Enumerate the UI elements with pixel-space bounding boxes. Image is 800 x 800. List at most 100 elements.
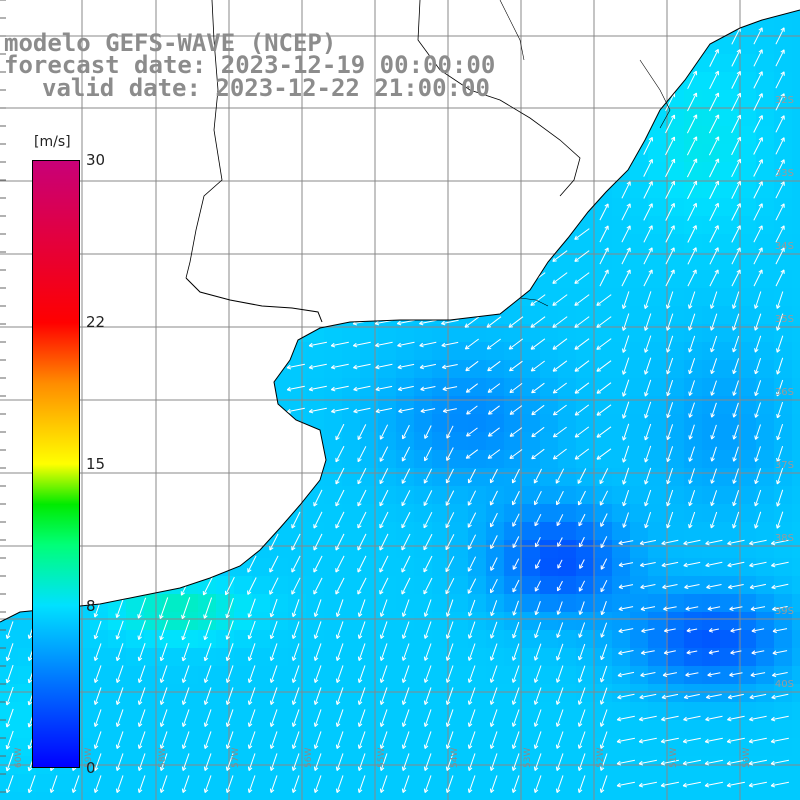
wind-speed-cell [684,36,703,55]
wind-arrow [269,533,279,551]
wind-speed-cell [162,198,181,217]
wind-arrow [574,272,590,284]
wind-arrow [577,490,586,506]
wind-arrow [533,468,543,484]
wind-arrow [622,423,630,441]
wind-speed-cell [594,54,613,73]
wind-speed-cell [378,558,397,577]
wind-speed-cell [144,702,163,721]
wind-speed-cell [180,450,199,469]
wind-speed-cell [684,738,703,757]
wind-speed-cell [0,684,19,703]
wind-speed-cell [576,540,595,559]
wind-arrow [775,159,785,177]
wind-arrow [749,583,766,590]
wind-speed-cell [594,702,613,721]
wind-speed-cell [684,126,703,145]
wind-speed-cell [558,576,577,595]
wind-speed-cell [252,594,271,613]
wind-speed-cell [198,684,217,703]
wind-arrow [465,449,479,459]
wind-speed-cell [702,702,721,721]
wind-speed-cell [378,612,397,631]
wind-speed-cell [270,522,289,541]
wind-speed-cell [792,54,800,73]
wind-speed-cell [216,540,235,559]
wind-speed-cell [126,540,145,559]
wind-speed-cell [738,198,757,217]
wind-speed-cell [306,684,325,703]
wind-arrow [709,48,719,67]
wind-arrow [269,555,279,573]
wind-speed-cell [486,774,505,793]
wind-speed-cell [378,342,397,361]
wind-arrow [776,445,784,463]
wind-speed-cell [90,576,109,595]
wind-speed-cell [792,144,800,163]
wind-speed-cell [756,594,775,613]
wind-speed-cell [774,738,793,757]
wind-speed-cell [414,324,433,343]
wind-arrow [775,71,785,89]
wind-speed-cell [342,720,361,739]
wind-speed-cell [630,774,649,793]
wind-speed-cell [252,504,271,523]
wind-arrow [710,313,718,331]
wind-speed-cell [792,648,800,667]
wind-speed-cell [252,378,271,397]
wind-speed-cell [450,180,469,199]
wind-speed-cell [792,342,800,361]
wind-speed-cell [0,10,19,19]
wind-speed-cell [360,396,379,415]
wind-speed-cell [450,486,469,505]
wind-speed-cell [450,396,469,415]
wind-speed-cell [216,414,235,433]
wind-speed-cell [594,576,613,595]
wind-speed-cell [540,666,559,685]
wind-arrow [465,383,479,393]
wind-speed-cell [666,432,685,451]
colorbar-tick-label: 8 [86,596,96,615]
wind-speed-cell [360,450,379,469]
wind-speed-cell [414,270,433,289]
wind-speed-cell [738,486,757,505]
wind-speed-cell [540,18,559,37]
wind-speed-cell [486,540,505,559]
wind-speed-cell [666,342,685,361]
wind-speed-cell [378,450,397,469]
wind-speed-cell [108,216,127,235]
wind-speed-cell [684,684,703,703]
wind-speed-cell [666,378,685,397]
wind-arrow [490,578,498,594]
wind-speed-cell [468,702,487,721]
wind-speed-cell [270,180,289,199]
wind-arrow [732,313,740,331]
wind-speed-cell [144,594,163,613]
wind-speed-cell [504,18,523,37]
wind-speed-cell [270,630,289,649]
wind-speed-cell [630,450,649,469]
wind-speed-cell [432,702,451,721]
wind-speed-cell [396,270,415,289]
wind-speed-cell [792,702,800,721]
wind-speed-cell [648,684,667,703]
wind-speed-cell [756,540,775,559]
wind-speed-cell [522,486,541,505]
wind-speed-cell [468,216,487,235]
wind-arrow [203,597,213,619]
wind-arrow [556,580,563,592]
wind-speed-cell [306,504,325,523]
wind-arrow [662,584,678,590]
wind-speed-cell [450,666,469,685]
wind-speed-cell [414,702,433,721]
wind-speed-cell [198,198,217,217]
wind-speed-cell [144,630,163,649]
wind-speed-cell [396,18,415,37]
wind-speed-cell [702,126,721,145]
wind-arrow [731,225,741,243]
wind-arrow [705,539,723,546]
wind-speed-cell [648,216,667,235]
wind-speed-cell [486,252,505,271]
wind-speed-cell [558,540,577,559]
wind-speed-cell [630,324,649,343]
